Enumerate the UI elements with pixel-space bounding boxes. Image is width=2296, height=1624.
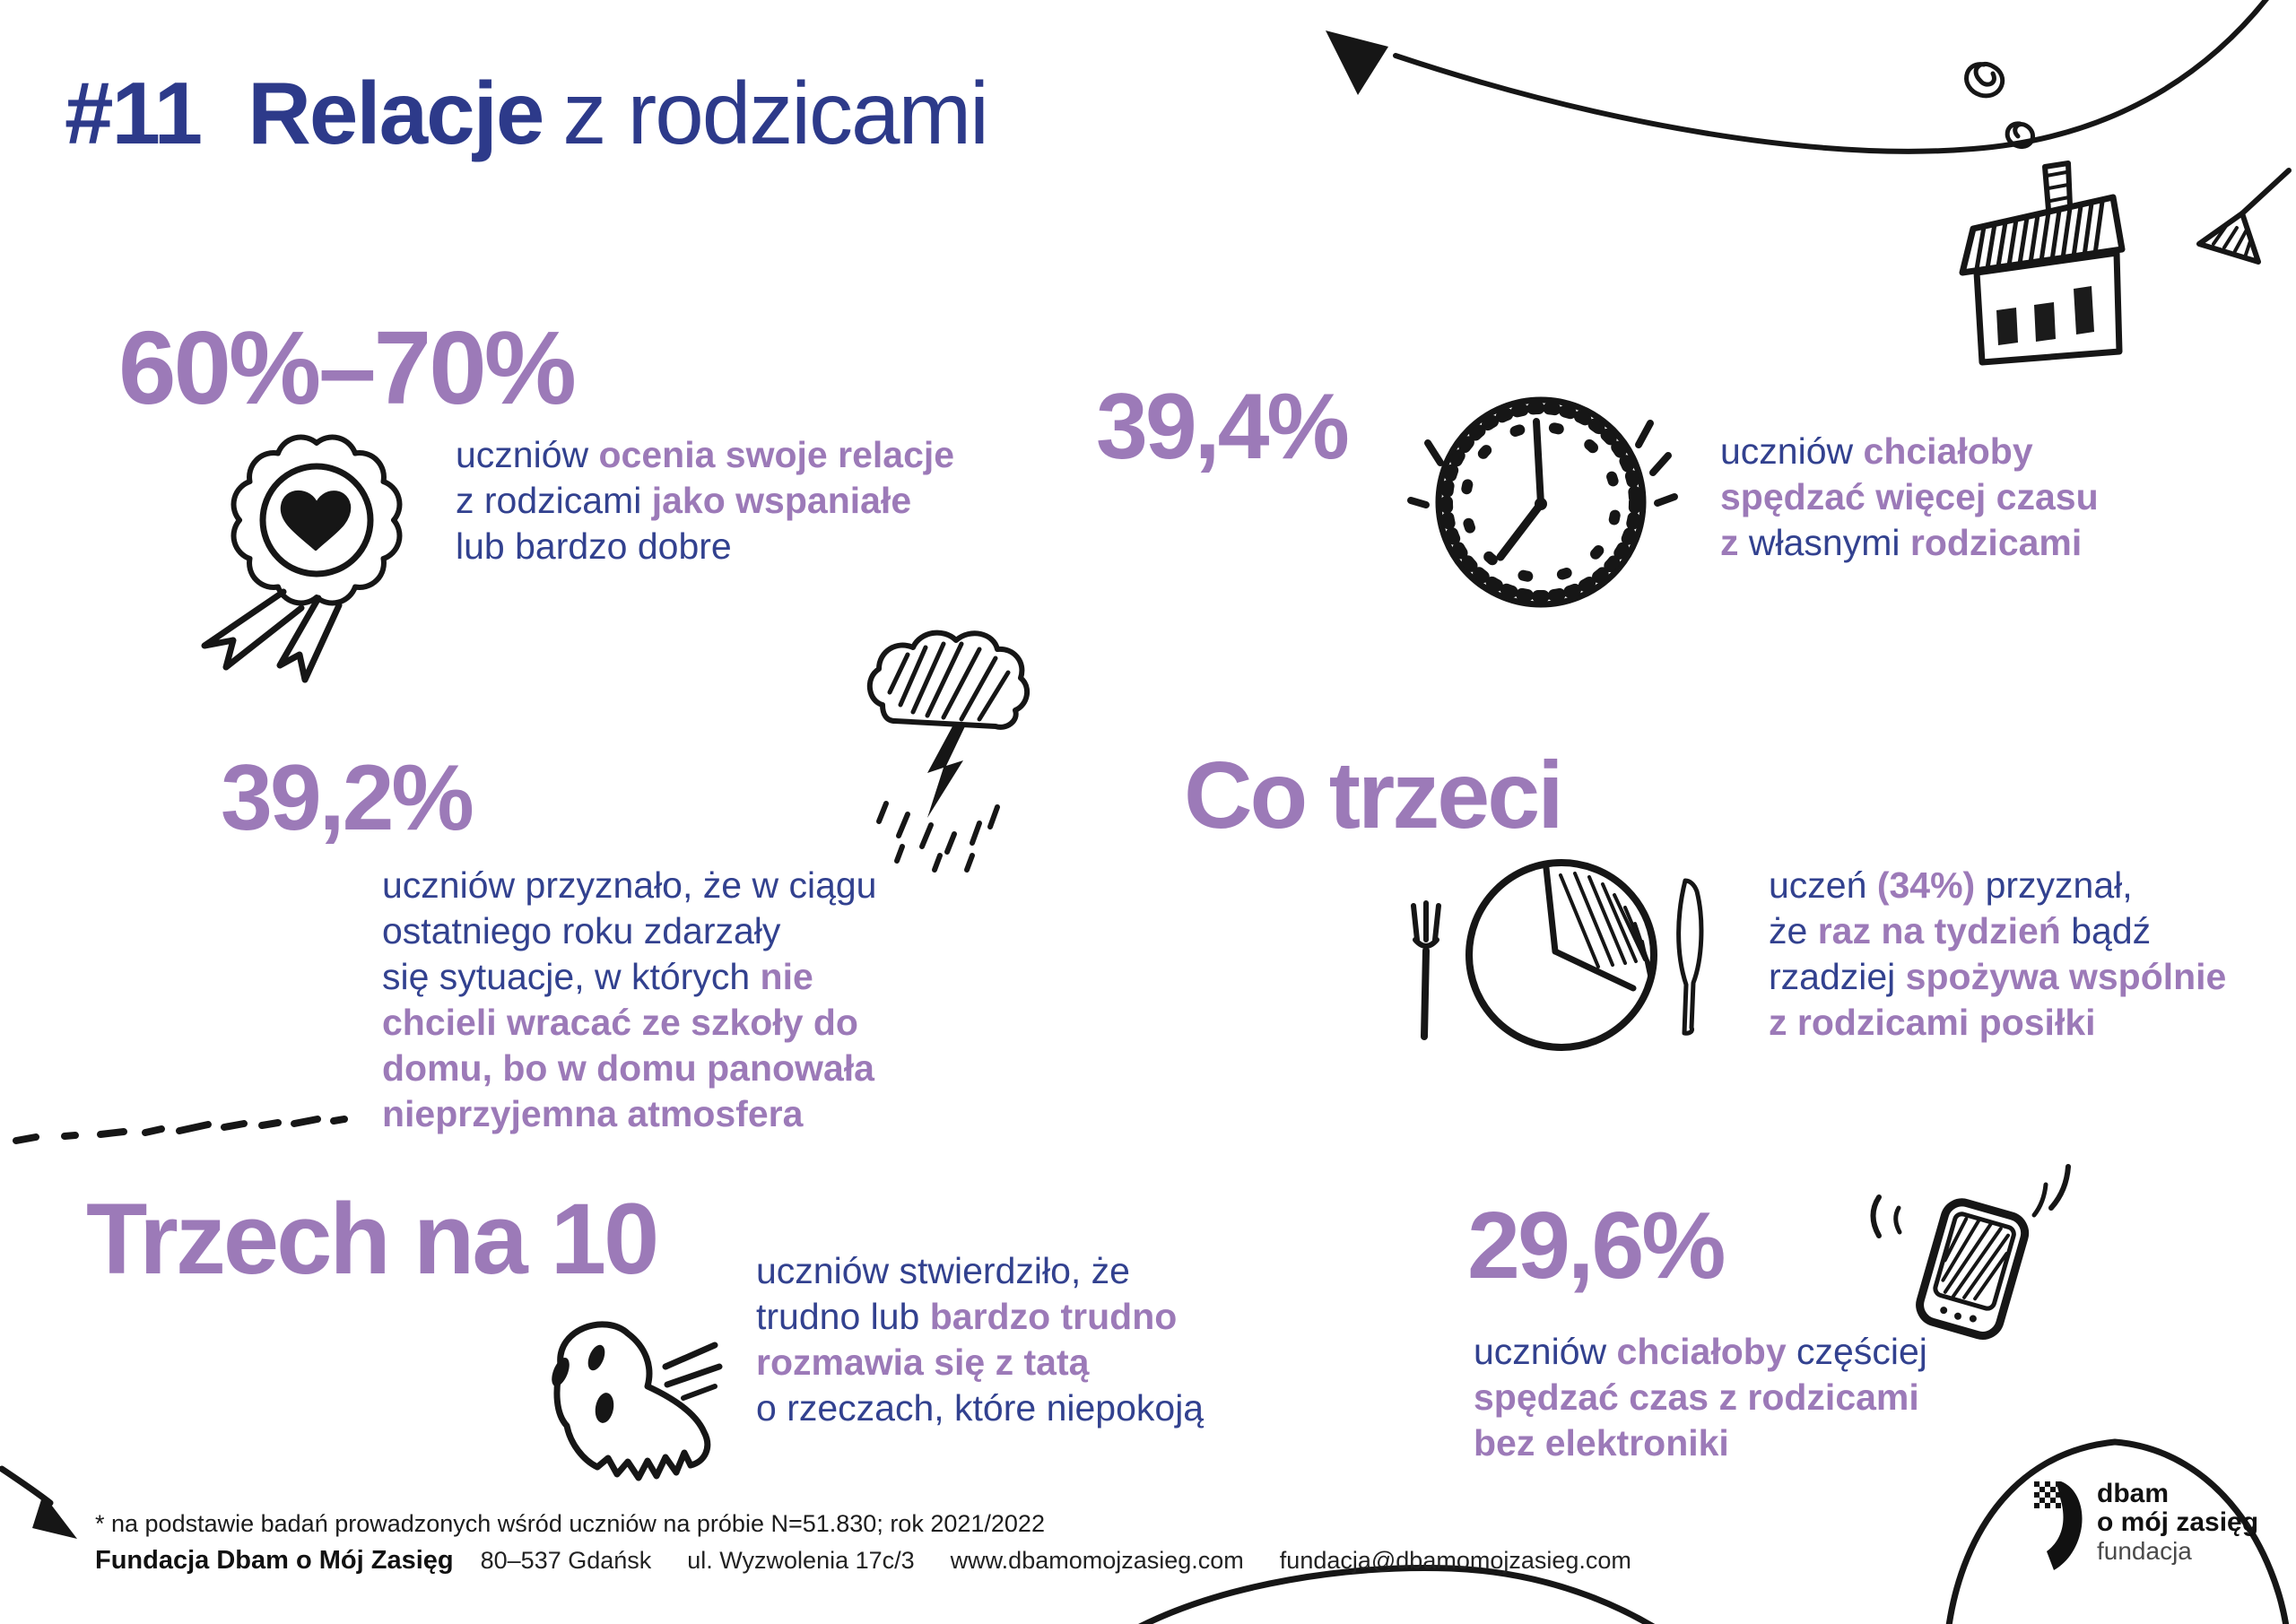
text-line: z rodzicami jako wspaniałe <box>456 480 912 521</box>
stat-value-relations-quality: 60%–70% <box>118 309 577 426</box>
footnote: * na podstawie badań prowadzonych wśród … <box>95 1510 1045 1537</box>
logo-line-3: fundacja <box>2097 1537 2192 1565</box>
small-arrow-icon <box>0 1465 77 1539</box>
text-line: uczniów chciałoby częściej <box>1474 1331 1927 1372</box>
stat-value-no-electronics: 29,6% <box>1467 1193 1726 1298</box>
stat-text-more-time: uczniów chciałoby spędzać więcej czasu z w… <box>1720 429 2099 566</box>
footer-email: fundacja@dbamomojzasieg.com <box>1279 1547 1631 1574</box>
title-main: Relacje <box>248 64 544 162</box>
hatched-arrow-icon <box>2196 168 2292 265</box>
dashed-line-doodle <box>13 1116 348 1144</box>
text-line: się sytuacje, w których nie <box>382 956 813 997</box>
stat-value-meals: Co trzeci <box>1184 743 1564 848</box>
text-line: ostatniego roku zdarzały <box>382 910 781 951</box>
stat-text-not-return-home: uczniów przyznało, że w ciągu ostatniego … <box>382 863 876 1137</box>
stat-text-meals: uczeń (34%) przyznał, że raz na tydzień b… <box>1769 863 2226 1046</box>
logo-line-1: dbam <box>2097 1479 2170 1508</box>
footer: Fundacja Dbam o Mój Zasięg 80–537 Gdańsk… <box>95 1546 1667 1576</box>
text-line: z rodzicami posiłki <box>1769 1002 2096 1043</box>
corner-curves-doodle <box>1138 1438 2290 1624</box>
stat-text-dad-talk: uczniów stwierdziło, że trudno lub bardzo… <box>756 1248 1204 1431</box>
text-line: o rzeczach, które niepokoją <box>756 1387 1205 1429</box>
footer-organization: Fundacja Dbam o Mój Zasięg <box>95 1546 454 1575</box>
text-line: lub bardzo dobre <box>456 525 732 567</box>
text-line: uczniów ocenia swoje relacje <box>456 434 955 475</box>
phone-icon <box>1870 1164 2071 1340</box>
text-line: spędzać więcej czasu <box>1720 476 2099 517</box>
clock-icon <box>1407 396 1678 608</box>
text-line: z własnymi rodzicami <box>1720 522 2083 563</box>
stat-value-more-time: 39,4% <box>1096 375 1350 479</box>
logo-line-2: o mój zasięg <box>2097 1507 2259 1537</box>
text-line: że raz na tydzień bądź <box>1769 910 2152 951</box>
plate-icon <box>1411 859 1704 1051</box>
text-line: uczniów przyznało, że w ciągu <box>382 864 877 906</box>
foundation-logo-text: dbam o mój zasięg fundacja <box>2097 1479 2259 1566</box>
text-line: uczeń (34%) przyznał, <box>1769 864 2133 906</box>
storm-cloud-icon <box>867 630 1031 873</box>
foundation-logo-icon <box>2034 1481 2083 1570</box>
footer-address-city: 80–537 Gdańsk <box>480 1547 652 1574</box>
stat-text-no-electronics: uczniów chciałoby częściej spędzać czas z… <box>1474 1329 1927 1466</box>
footer-address-street: ul. Wyzwolenia 17c/3 <box>687 1547 915 1574</box>
page-title: #11 Relacje z rodzicami <box>65 63 989 164</box>
text-line: uczniów stwierdziło, że <box>756 1250 1130 1291</box>
text-line: rzadziej spożywa wspólnie <box>1769 956 2227 997</box>
curved-arrow-icon <box>1326 0 2269 154</box>
footer-website: www.dbamomojzasieg.com <box>950 1547 1244 1574</box>
stat-text-relations-quality: uczniów ocenia swoje relacje z rodzicami … <box>456 432 954 569</box>
text-line: trudno lub bardzo trudno <box>756 1296 1178 1337</box>
stat-value-dad-talk: Trzech na 10 <box>86 1183 659 1295</box>
text-line: domu, bo w domu panowała <box>382 1047 874 1089</box>
stat-value-not-return-home: 39,2% <box>221 746 474 850</box>
text-line: rozmawia się z tatą <box>756 1342 1090 1383</box>
text-line: bez elektroniki <box>1474 1422 1729 1463</box>
text-line: spędzać czas z rodzicami <box>1474 1376 1919 1418</box>
text-line: nieprzyjemna atmosfera <box>382 1093 804 1134</box>
ghost-icon <box>552 1321 723 1481</box>
title-suffix: z rodzicami <box>562 64 989 162</box>
rosette-icon <box>201 434 403 683</box>
text-line: uczniów chciałoby <box>1720 430 2033 472</box>
text-line: chcieli wracać ze szkoły do <box>382 1002 858 1043</box>
title-number: #11 <box>65 64 203 162</box>
house-icon <box>1959 61 2126 366</box>
